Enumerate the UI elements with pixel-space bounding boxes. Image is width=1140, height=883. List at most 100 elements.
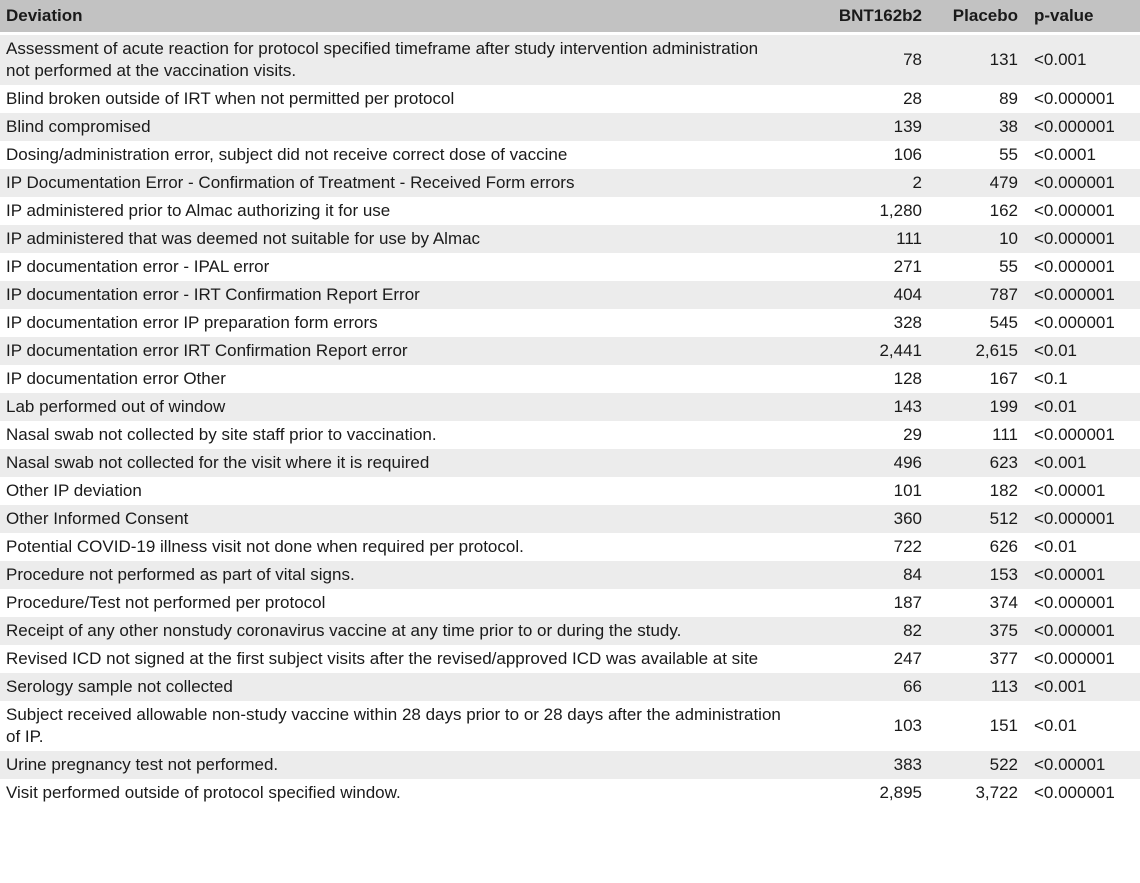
- p-value-cell: <0.000001: [1026, 169, 1140, 197]
- placebo-cell: 374: [930, 589, 1026, 617]
- bnt162b2-cell: 383: [798, 751, 930, 779]
- column-header-p-value: p-value: [1026, 0, 1140, 35]
- deviation-cell: Procedure/Test not performed per protoco…: [0, 589, 798, 617]
- bnt162b2-cell: 187: [798, 589, 930, 617]
- p-value-cell: <0.000001: [1026, 421, 1140, 449]
- placebo-cell: 479: [930, 169, 1026, 197]
- table-row: IP Documentation Error - Confirmation of…: [0, 169, 1140, 197]
- bnt162b2-cell: 66: [798, 673, 930, 701]
- deviation-cell: Visit performed outside of protocol spec…: [0, 779, 798, 807]
- p-value-cell: <0.000001: [1026, 505, 1140, 533]
- deviation-cell: Nasal swab not collected by site staff p…: [0, 421, 798, 449]
- placebo-cell: 2,615: [930, 337, 1026, 365]
- deviation-cell: Urine pregnancy test not performed.: [0, 751, 798, 779]
- deviation-cell: Other IP deviation: [0, 477, 798, 505]
- bnt162b2-cell: 139: [798, 113, 930, 141]
- placebo-cell: 113: [930, 673, 1026, 701]
- placebo-cell: 199: [930, 393, 1026, 421]
- bnt162b2-cell: 106: [798, 141, 930, 169]
- table-row: Revised ICD not signed at the first subj…: [0, 645, 1140, 673]
- placebo-cell: 182: [930, 477, 1026, 505]
- bnt162b2-cell: 722: [798, 533, 930, 561]
- placebo-cell: 787: [930, 281, 1026, 309]
- table-row: Subject received allowable non-study vac…: [0, 701, 1140, 751]
- table-row: Other Informed Consent 360 512 <0.000001: [0, 505, 1140, 533]
- table-row: Other IP deviation 101 182 <0.00001: [0, 477, 1140, 505]
- bnt162b2-cell: 84: [798, 561, 930, 589]
- placebo-cell: 626: [930, 533, 1026, 561]
- bnt162b2-cell: 2: [798, 169, 930, 197]
- table-row: Potential COVID-19 illness visit not don…: [0, 533, 1140, 561]
- bnt162b2-cell: 496: [798, 449, 930, 477]
- bnt162b2-cell: 82: [798, 617, 930, 645]
- deviation-cell: Nasal swab not collected for the visit w…: [0, 449, 798, 477]
- placebo-cell: 55: [930, 141, 1026, 169]
- header-row: Deviation BNT162b2 Placebo p-value: [0, 0, 1140, 35]
- deviation-cell: IP documentation error - IRT Confirmatio…: [0, 281, 798, 309]
- bnt162b2-cell: 29: [798, 421, 930, 449]
- placebo-cell: 375: [930, 617, 1026, 645]
- table-row: Blind broken outside of IRT when not per…: [0, 85, 1140, 113]
- table-row: Receipt of any other nonstudy coronaviru…: [0, 617, 1140, 645]
- deviation-cell: Other Informed Consent: [0, 505, 798, 533]
- table-row: Procedure/Test not performed per protoco…: [0, 589, 1140, 617]
- deviation-cell: Lab performed out of window: [0, 393, 798, 421]
- bnt162b2-cell: 247: [798, 645, 930, 673]
- p-value-cell: <0.01: [1026, 533, 1140, 561]
- bnt162b2-cell: 1,280: [798, 197, 930, 225]
- p-value-cell: <0.000001: [1026, 779, 1140, 807]
- table-row: Lab performed out of window 143 199 <0.0…: [0, 393, 1140, 421]
- deviation-cell: IP documentation error Other: [0, 365, 798, 393]
- placebo-cell: 167: [930, 365, 1026, 393]
- table-row: Procedure not performed as part of vital…: [0, 561, 1140, 589]
- placebo-cell: 545: [930, 309, 1026, 337]
- table-row: IP documentation error Other 128 167 <0.…: [0, 365, 1140, 393]
- deviation-cell: Blind compromised: [0, 113, 798, 141]
- bnt162b2-cell: 328: [798, 309, 930, 337]
- table-row: Visit performed outside of protocol spec…: [0, 779, 1140, 807]
- deviation-cell: Blind broken outside of IRT when not per…: [0, 85, 798, 113]
- table-row: Dosing/administration error, subject did…: [0, 141, 1140, 169]
- placebo-cell: 38: [930, 113, 1026, 141]
- table-row: Urine pregnancy test not performed. 383 …: [0, 751, 1140, 779]
- deviation-cell: IP documentation error - IPAL error: [0, 253, 798, 281]
- table-row: IP administered that was deemed not suit…: [0, 225, 1140, 253]
- p-value-cell: <0.000001: [1026, 225, 1140, 253]
- p-value-cell: <0.000001: [1026, 281, 1140, 309]
- deviation-cell: IP administered prior to Almac authorizi…: [0, 197, 798, 225]
- table-row: Serology sample not collected 66 113 <0.…: [0, 673, 1140, 701]
- deviation-cell: Subject received allowable non-study vac…: [0, 701, 798, 751]
- table-row: IP documentation error IP preparation fo…: [0, 309, 1140, 337]
- table-row: Assessment of acute reaction for protoco…: [0, 33, 1140, 85]
- table-row: IP documentation error IRT Confirmation …: [0, 337, 1140, 365]
- deviation-cell: Receipt of any other nonstudy coronaviru…: [0, 617, 798, 645]
- deviation-cell: Procedure not performed as part of vital…: [0, 561, 798, 589]
- p-value-cell: <0.01: [1026, 393, 1140, 421]
- bnt162b2-cell: 143: [798, 393, 930, 421]
- bnt162b2-cell: 78: [798, 33, 930, 85]
- table-row: Nasal swab not collected by site staff p…: [0, 421, 1140, 449]
- deviations-table: Deviation BNT162b2 Placebo p-value Asses…: [0, 0, 1140, 807]
- p-value-cell: <0.000001: [1026, 309, 1140, 337]
- bnt162b2-cell: 404: [798, 281, 930, 309]
- p-value-cell: <0.01: [1026, 337, 1140, 365]
- p-value-cell: <0.000001: [1026, 85, 1140, 113]
- bnt162b2-cell: 128: [798, 365, 930, 393]
- placebo-cell: 55: [930, 253, 1026, 281]
- bnt162b2-cell: 28: [798, 85, 930, 113]
- p-value-cell: <0.00001: [1026, 477, 1140, 505]
- deviation-cell: Serology sample not collected: [0, 673, 798, 701]
- bnt162b2-cell: 360: [798, 505, 930, 533]
- placebo-cell: 153: [930, 561, 1026, 589]
- p-value-cell: <0.001: [1026, 673, 1140, 701]
- p-value-cell: <0.000001: [1026, 645, 1140, 673]
- deviation-cell: Assessment of acute reaction for protoco…: [0, 33, 798, 85]
- bnt162b2-cell: 111: [798, 225, 930, 253]
- p-value-cell: <0.0001: [1026, 141, 1140, 169]
- table-row: IP documentation error - IRT Confirmatio…: [0, 281, 1140, 309]
- bnt162b2-cell: 103: [798, 701, 930, 751]
- deviation-cell: IP documentation error IRT Confirmation …: [0, 337, 798, 365]
- table-body: Assessment of acute reaction for protoco…: [0, 33, 1140, 807]
- placebo-cell: 162: [930, 197, 1026, 225]
- p-value-cell: <0.01: [1026, 701, 1140, 751]
